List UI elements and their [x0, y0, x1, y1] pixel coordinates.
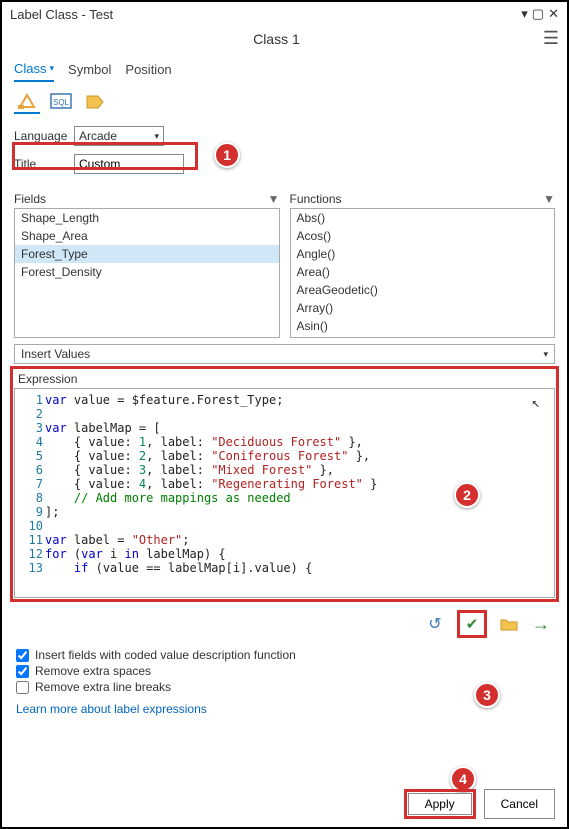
expression-label: Expression [14, 370, 555, 388]
tag-mode-icon[interactable] [82, 90, 108, 114]
code-line: 3var labelMap = [ [19, 421, 554, 435]
filter-icon[interactable]: ▼ [268, 192, 280, 206]
insert-values-label: Insert Values [21, 347, 90, 361]
checkbox-coded[interactable] [16, 649, 29, 662]
code-line: 6 { value: 3, label: "Mixed Forest" }, [19, 463, 554, 477]
language-select[interactable]: Arcade ▾ [74, 126, 164, 146]
title-label: Title [14, 157, 70, 171]
language-value: Arcade [79, 129, 117, 143]
expression-mode-icon[interactable] [14, 90, 40, 114]
code-line: 4 { value: 1, label: "Deciduous Forest" … [19, 435, 554, 449]
list-item[interactable]: Shape_Length [15, 209, 279, 227]
filter-icon[interactable]: ▼ [543, 192, 555, 206]
list-item[interactable]: Forest_Density [15, 263, 279, 281]
code-line: 2 [19, 407, 554, 421]
chevron-down-icon: ▾ [543, 349, 548, 360]
list-item[interactable]: Array() [291, 299, 555, 317]
svg-text:SQL: SQL [53, 98, 70, 107]
sql-mode-icon[interactable]: SQL [48, 90, 74, 114]
language-label: Language [14, 129, 70, 143]
code-line: 11var label = "Other"; [19, 533, 554, 547]
tab-symbol[interactable]: Symbol [68, 58, 111, 81]
code-line: 9]; [19, 505, 554, 519]
list-item[interactable]: Asin() [291, 317, 555, 335]
check-coded-values[interactable]: Insert fields with coded value descripti… [16, 648, 553, 662]
code-line: 1var value = $feature.Forest_Type; [19, 393, 554, 407]
checkbox-spaces[interactable] [16, 665, 29, 678]
check-remove-spaces[interactable]: Remove extra spaces [16, 664, 553, 678]
functions-list[interactable]: Abs()Acos()Angle()Area()AreaGeodetic()Ar… [290, 208, 556, 338]
restore-icon[interactable]: ▢ [532, 6, 544, 22]
insert-values-dropdown[interactable]: Insert Values ▾ [14, 344, 555, 364]
apply-highlight: Apply [404, 789, 476, 819]
cursor-icon: ↖ [532, 395, 540, 411]
learn-more-link[interactable]: Learn more about label expressions [2, 698, 567, 720]
close-icon[interactable]: ✕ [548, 6, 559, 22]
list-item[interactable]: Angle() [291, 245, 555, 263]
checkbox-coded-label: Insert fields with coded value descripti… [35, 648, 296, 662]
checkbox-breaks[interactable] [16, 681, 29, 694]
list-item[interactable]: Shape_Area [15, 227, 279, 245]
undo-icon[interactable]: ↺ [425, 614, 445, 634]
export-icon[interactable]: → [531, 614, 551, 634]
list-item[interactable]: AreaGeodetic() [291, 281, 555, 299]
list-item[interactable]: Forest_Type [15, 245, 279, 263]
code-line: 8 // Add more mappings as needed [19, 491, 554, 505]
functions-header: Functions [290, 192, 342, 206]
caret-down-icon[interactable]: ▾ [521, 6, 528, 22]
expression-section: Expression ↖ 1var value = $feature.Fores… [10, 366, 559, 602]
validate-icon[interactable]: ✔ [462, 614, 482, 634]
tab-class[interactable]: Class ▾ [14, 57, 54, 82]
chevron-down-icon: ▾ [154, 131, 159, 142]
title-input[interactable] [74, 154, 184, 174]
list-item[interactable]: Area() [291, 263, 555, 281]
fields-header: Fields [14, 192, 46, 206]
list-item[interactable]: Abs() [291, 209, 555, 227]
validate-highlight: ✔ [457, 610, 487, 638]
code-line: 10 [19, 519, 554, 533]
apply-button[interactable]: Apply [408, 793, 472, 815]
hamburger-icon[interactable]: ☰ [543, 28, 559, 49]
cancel-button[interactable]: Cancel [484, 789, 555, 819]
code-line: 5 { value: 2, label: "Coniferous Forest"… [19, 449, 554, 463]
code-line: 13 if (value == labelMap[i].value) { [19, 561, 554, 575]
chevron-down-icon: ▾ [50, 63, 55, 74]
list-item[interactable]: Acos() [291, 227, 555, 245]
checkbox-breaks-label: Remove extra line breaks [35, 680, 171, 694]
expression-editor[interactable]: ↖ 1var value = $feature.Forest_Type;23va… [14, 388, 555, 598]
code-line: 12for (var i in labelMap) { [19, 547, 554, 561]
window-title: Label Class - Test [10, 7, 113, 22]
folder-icon[interactable] [499, 614, 519, 634]
fields-list[interactable]: Shape_LengthShape_AreaForest_TypeForest_… [14, 208, 280, 338]
tab-position[interactable]: Position [125, 58, 171, 81]
tab-class-label: Class [14, 61, 47, 76]
check-remove-breaks[interactable]: Remove extra line breaks [16, 680, 553, 694]
class-name: Class 1 [10, 31, 543, 47]
code-line: 7 { value: 4, label: "Regenerating Fores… [19, 477, 554, 491]
checkbox-spaces-label: Remove extra spaces [35, 664, 151, 678]
